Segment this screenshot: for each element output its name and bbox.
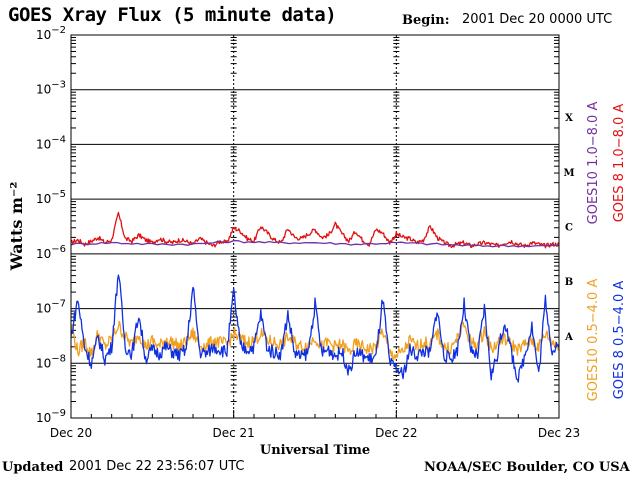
begin-label: Begin: <box>402 13 450 28</box>
series-line-3 <box>70 274 560 383</box>
legend-entry-1: GOES 8 1.0−8.0 A <box>612 104 627 223</box>
plot-frame <box>70 34 560 419</box>
y-tick-label: 10−5 <box>36 189 66 206</box>
flare-class-labels: X M C B A <box>563 113 574 343</box>
flare-class-C: C <box>565 223 573 234</box>
updated-value: 2001 Dec 22 23:56:07 UTC <box>69 459 245 474</box>
source-credit: NOAA/SEC Boulder, CO USA <box>424 460 630 475</box>
flare-class-X: X <box>565 113 573 124</box>
x-tick-label: Dec 20 <box>50 426 92 440</box>
y-tick-labels: 10−2 10−3 10−4 10−5 10−6 10−7 10−8 10−9 <box>36 25 66 425</box>
y-tick-label: 10−7 <box>36 299 66 316</box>
grid-layer <box>70 34 560 419</box>
series-layer <box>70 211 560 383</box>
legend-entry-2: GOES10 0.5−4.0 A <box>586 279 601 402</box>
x-tick-label: Dec 23 <box>538 426 580 440</box>
flare-class-M: M <box>563 168 574 179</box>
y-tick-label: 10−9 <box>36 408 66 425</box>
series-line-2 <box>70 320 560 360</box>
y-tick-label: 10−4 <box>36 134 66 151</box>
series-line-1 <box>70 239 560 248</box>
begin-value: 2001 Dec 20 0000 UTC <box>462 12 613 27</box>
legend-entry-3: GOES 8 0.5−4.0 A <box>612 281 627 400</box>
y-axis-label: Watts m⁻² <box>7 182 26 272</box>
updated-label: Updated <box>2 460 64 475</box>
x-tick-label: Dec 22 <box>375 426 417 440</box>
flare-class-A: A <box>564 332 573 343</box>
x-tick-label: Dec 21 <box>213 426 255 440</box>
y-tick-label: 10−2 <box>36 25 66 42</box>
flare-class-B: B <box>565 277 573 288</box>
y-tick-label: 10−3 <box>36 80 66 97</box>
legend-entry-0: GOES10 1.0−8.0 A <box>586 102 601 225</box>
x-axis-label: Universal Time <box>260 443 370 458</box>
y-tick-label: 10−8 <box>36 353 66 370</box>
chart-title: GOES Xray Flux (5 minute data) <box>8 4 337 26</box>
x-tick-labels: Dec 20 Dec 21 Dec 22 Dec 23 <box>50 426 580 440</box>
legend: GOES10 1.0−8.0 A GOES 8 1.0−8.0 A GOES10 0… <box>586 102 627 402</box>
y-tick-label: 10−6 <box>36 244 66 261</box>
